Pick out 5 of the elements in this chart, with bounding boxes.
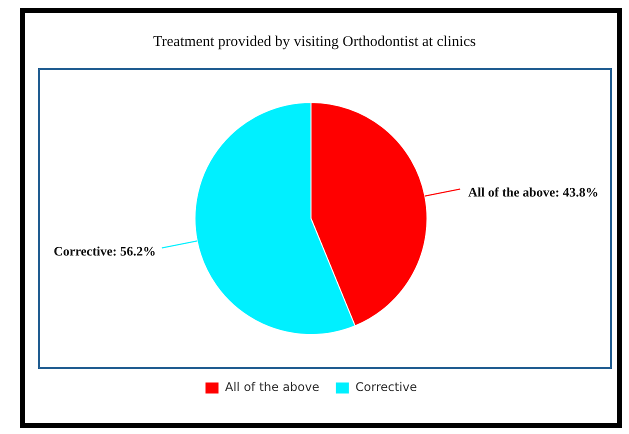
chart-title: Treatment provided by visiting Orthodontist at clinics xyxy=(152,34,477,51)
legend-label: Corrective xyxy=(355,380,418,394)
data-label: Corrective: 56.2% xyxy=(54,243,156,258)
legend-label: All of the above xyxy=(225,380,320,394)
data-label: All of the above: 43.8% xyxy=(468,184,598,200)
